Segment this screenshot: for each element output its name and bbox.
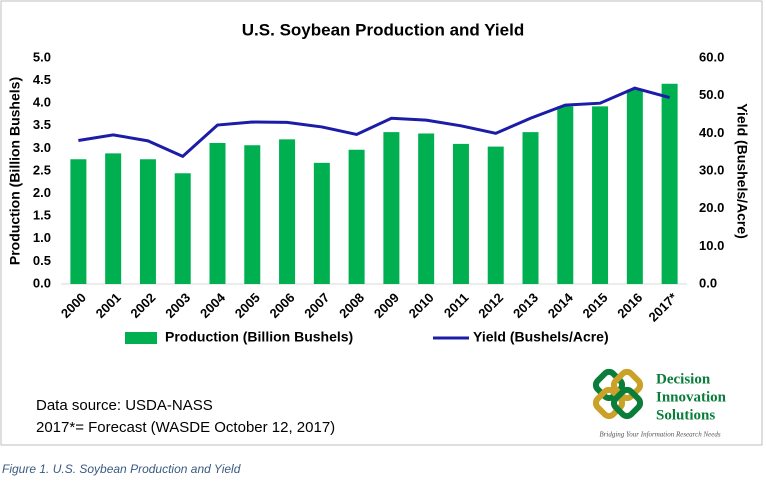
chart-title: U.S. Soybean Production and Yield xyxy=(242,20,524,39)
logo-text: Decision xyxy=(656,371,711,387)
y-tick-label: 1.5 xyxy=(33,208,51,223)
y-tick-label: 4.0 xyxy=(33,95,51,110)
bar xyxy=(313,162,330,284)
legend-label: Yield (Bushels/Acre) xyxy=(473,329,609,345)
figure-caption: Figure 1. U.S. Soybean Production and Yi… xyxy=(2,462,241,476)
y2-tick-label: 10.0 xyxy=(699,238,724,253)
y2-tick-label: 50.0 xyxy=(699,87,724,102)
y-tick-label: 5.0 xyxy=(33,49,51,64)
y2-tick-label: 60.0 xyxy=(699,49,724,64)
logo-text: Innovation xyxy=(656,389,727,405)
y2-tick-label: 0.0 xyxy=(699,275,717,290)
logo-mark xyxy=(592,368,644,420)
bar xyxy=(244,145,261,284)
y2-tick-label: 40.0 xyxy=(699,125,724,140)
bar xyxy=(626,89,643,284)
legend-swatch xyxy=(125,332,157,344)
y2-tick-label: 20.0 xyxy=(699,200,724,215)
y-tick-label: 4.5 xyxy=(33,72,51,87)
y-axis-title: Production (Billion Bushels) xyxy=(7,77,23,265)
bar xyxy=(383,132,400,284)
logo-tagline: Bridging Your Information Research Needs xyxy=(599,431,720,439)
bar xyxy=(557,106,574,284)
y-tick-label: 2.5 xyxy=(33,162,51,177)
bar xyxy=(105,153,122,284)
bar xyxy=(522,132,539,284)
bar xyxy=(661,83,678,284)
y-tick-label: 3.5 xyxy=(33,117,51,132)
bar xyxy=(452,143,469,284)
bar xyxy=(174,173,191,284)
note: 2017*= Forecast (WASDE October 12, 2017) xyxy=(36,419,335,436)
y-tick-label: 0.0 xyxy=(33,275,51,290)
logo-text: Solutions xyxy=(656,407,715,423)
bar xyxy=(279,139,296,284)
bar xyxy=(592,106,609,284)
bar xyxy=(348,149,365,284)
y-tick-label: 1.0 xyxy=(33,230,51,245)
bar xyxy=(70,159,87,284)
y-tick-label: 3.0 xyxy=(33,140,51,155)
line xyxy=(78,86,671,159)
note: Data source: USDA-NASS xyxy=(36,397,213,414)
legend-label: Production (Billion Bushels) xyxy=(165,329,353,345)
bar xyxy=(139,159,156,284)
y-tick-label: 0.5 xyxy=(33,253,51,268)
bar xyxy=(209,142,226,284)
y2-axis-title: Yield (Bushels/Acre) xyxy=(734,103,750,239)
y-tick-label: 2.0 xyxy=(33,185,51,200)
y2-tick-label: 30.0 xyxy=(699,162,724,177)
bar xyxy=(487,146,504,284)
bar xyxy=(418,133,435,284)
